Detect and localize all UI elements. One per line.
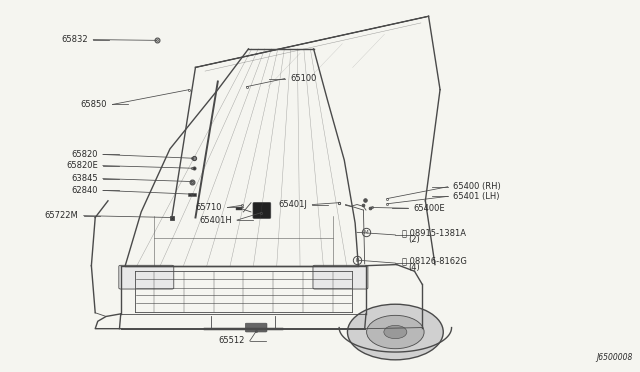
Circle shape [367, 315, 424, 349]
Text: 65400E: 65400E [413, 204, 445, 213]
FancyBboxPatch shape [119, 265, 173, 289]
Text: 65850: 65850 [81, 100, 108, 109]
Text: J6500008: J6500008 [596, 353, 633, 362]
Text: 65401H: 65401H [199, 216, 232, 225]
FancyBboxPatch shape [313, 265, 368, 289]
Circle shape [384, 326, 407, 339]
Text: 65401J: 65401J [278, 200, 307, 209]
Text: 65710: 65710 [196, 203, 222, 212]
Text: 65401 (LH): 65401 (LH) [453, 192, 499, 201]
FancyBboxPatch shape [188, 193, 196, 196]
Circle shape [348, 304, 444, 360]
Text: 62840: 62840 [71, 186, 98, 195]
Text: 63845: 63845 [71, 174, 98, 183]
Text: 65512: 65512 [218, 336, 244, 346]
FancyBboxPatch shape [236, 207, 242, 211]
Text: (2): (2) [408, 235, 420, 244]
Text: 65722M: 65722M [45, 211, 79, 220]
Text: Ⓕ 08915-1381A: Ⓕ 08915-1381A [402, 228, 466, 238]
Text: 65820: 65820 [71, 150, 98, 159]
Text: 65820E: 65820E [66, 161, 98, 170]
FancyBboxPatch shape [245, 323, 267, 332]
Text: 65400 (RH): 65400 (RH) [453, 182, 500, 191]
Text: 65832: 65832 [61, 35, 88, 44]
Text: (4): (4) [408, 263, 420, 272]
FancyBboxPatch shape [253, 202, 271, 219]
Text: 65100: 65100 [290, 74, 316, 83]
Text: Ⓑ 08126-8162G: Ⓑ 08126-8162G [402, 257, 467, 266]
Text: M: M [364, 230, 368, 235]
Text: B: B [355, 258, 359, 263]
